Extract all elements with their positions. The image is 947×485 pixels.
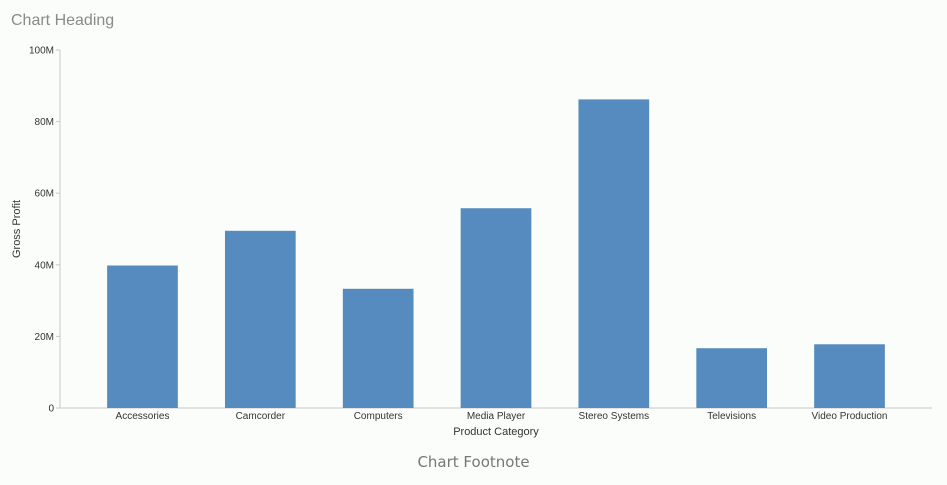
x-axis-title: Product Category: [453, 426, 539, 438]
bar-video-production[interactable]: [814, 344, 885, 408]
x-tick-label: Media Player: [467, 411, 526, 422]
x-tick-label: Stereo Systems: [579, 411, 650, 422]
y-tick-label: 40M: [35, 260, 54, 271]
x-tick-label: Camcorder: [236, 411, 286, 422]
y-tick-label: 0: [48, 404, 54, 415]
bar-stereo-systems[interactable]: [578, 99, 650, 409]
bars: [107, 99, 885, 409]
bar-computers[interactable]: [342, 288, 414, 408]
y-tick-label: 60M: [35, 189, 54, 200]
y-axis: 0 20M 40M 60M 80M 100M: [29, 46, 61, 415]
bar-camcorder[interactable]: [224, 230, 296, 408]
y-tick-label: 100M: [29, 46, 54, 57]
y-axis-title: Gross Profit: [11, 200, 23, 258]
y-tick-label: 80M: [35, 117, 54, 128]
x-tick-label: Computers: [354, 411, 403, 422]
bar-televisions[interactable]: [696, 348, 768, 408]
y-tick-label: 20M: [35, 332, 54, 343]
x-tick-label: Televisions: [707, 411, 756, 422]
chart-heading: Chart Heading: [11, 12, 115, 29]
x-tick-label: Accessories: [116, 411, 170, 422]
bar-media-player[interactable]: [460, 208, 532, 408]
bar-accessories[interactable]: [107, 265, 178, 408]
x-tick-label: Video Production: [812, 411, 888, 422]
x-axis: Accessories Camcorder Computers Media Playe…: [60, 407, 932, 422]
chart-footnote: Chart Footnote: [417, 453, 530, 471]
